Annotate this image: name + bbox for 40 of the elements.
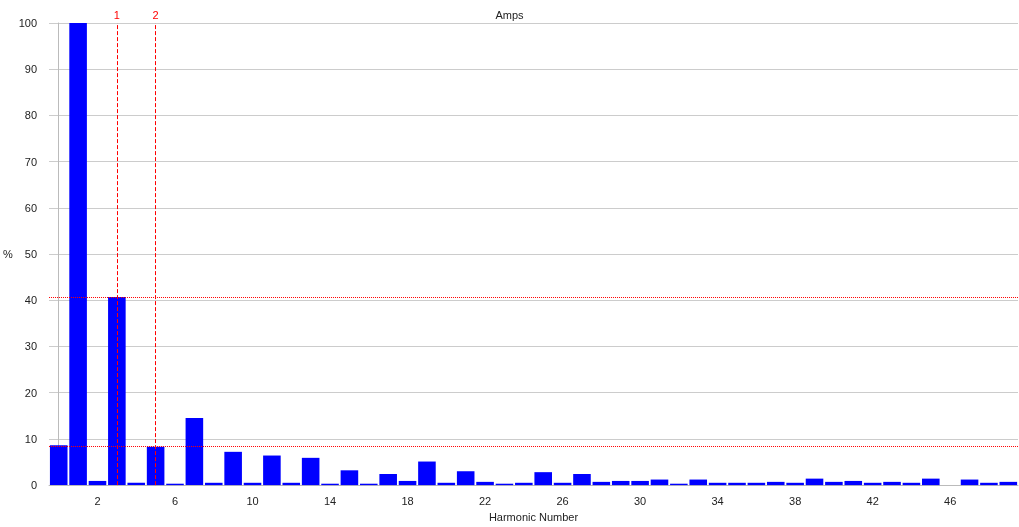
bar xyxy=(88,480,107,486)
bar xyxy=(301,457,320,486)
bar xyxy=(185,418,204,486)
bar xyxy=(418,461,436,486)
x-tick-label: 18 xyxy=(401,494,414,507)
x-tick-label: 10 xyxy=(246,494,259,507)
x-tick-label: 22 xyxy=(478,494,492,507)
y-tick-label: 10 xyxy=(24,432,38,445)
x-tick-label: 34 xyxy=(711,494,724,507)
x-tick-label: 38 xyxy=(789,494,802,507)
y-tick-label: 20 xyxy=(24,386,38,399)
annotation: 2 xyxy=(152,8,159,21)
y-tick-label: 0 xyxy=(30,479,38,492)
y-tick-label: 100 xyxy=(18,17,38,29)
bar xyxy=(340,470,359,486)
x-tick-label: 2 xyxy=(94,494,101,507)
bar xyxy=(146,446,165,486)
x-tick-label: 6 xyxy=(171,494,179,507)
x-axis-title: Harmonic Number xyxy=(488,510,579,523)
bar xyxy=(883,481,901,486)
y-tick-label: 50 xyxy=(24,248,38,261)
y-tick-label: 60 xyxy=(24,201,38,214)
y-tick-label: 30 xyxy=(24,340,38,353)
chart-title: Amps xyxy=(495,8,525,21)
y-tick-label: 80 xyxy=(24,109,38,122)
x-tick-label: 42 xyxy=(866,494,879,507)
x-tick-label: 26 xyxy=(556,494,569,507)
x-tick-label: 30 xyxy=(633,494,647,507)
x-tick-label: 46 xyxy=(944,494,957,507)
bar xyxy=(456,471,475,486)
x-tick-label: 14 xyxy=(323,494,337,507)
y-tick-label: 70 xyxy=(24,155,38,168)
bar xyxy=(922,478,940,486)
y-axis-title: % xyxy=(3,248,13,261)
y-tick-label: 90 xyxy=(24,63,38,76)
y-tick-label: 40 xyxy=(24,294,38,307)
bar xyxy=(398,480,417,486)
bar xyxy=(573,474,591,486)
bar xyxy=(476,481,494,486)
annotation: 1 xyxy=(113,8,120,21)
